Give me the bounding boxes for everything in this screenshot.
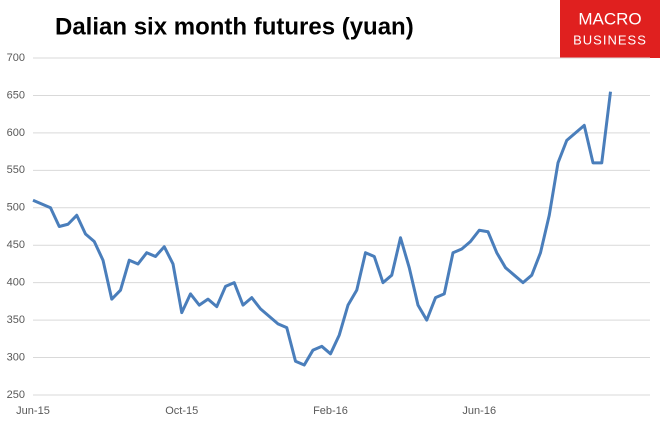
y-tick-label: 350 <box>7 314 25 326</box>
y-tick-label: 700 <box>7 52 25 64</box>
brand-logo <box>560 0 660 58</box>
brand-text: MACRO <box>578 9 641 28</box>
y-tick-label: 550 <box>7 164 25 176</box>
y-tick-label: 600 <box>7 127 25 139</box>
y-tick-label: 500 <box>7 202 25 214</box>
x-tick-label: Jun-16 <box>462 405 496 417</box>
data-line <box>32 91 612 367</box>
y-tick-label: 450 <box>7 239 25 251</box>
x-tick-label: Feb-16 <box>313 405 348 417</box>
x-tick-label: Jun-15 <box>16 405 50 417</box>
y-tick-label: 300 <box>7 351 25 363</box>
brand-text: BUSINESS <box>573 32 647 47</box>
y-tick-label: 400 <box>7 277 25 289</box>
chart-title: Dalian six month futures (yuan) <box>55 13 414 40</box>
x-tick-label: Oct-15 <box>165 405 198 417</box>
y-tick-label: 250 <box>7 389 25 401</box>
y-tick-label: 650 <box>7 89 25 101</box>
